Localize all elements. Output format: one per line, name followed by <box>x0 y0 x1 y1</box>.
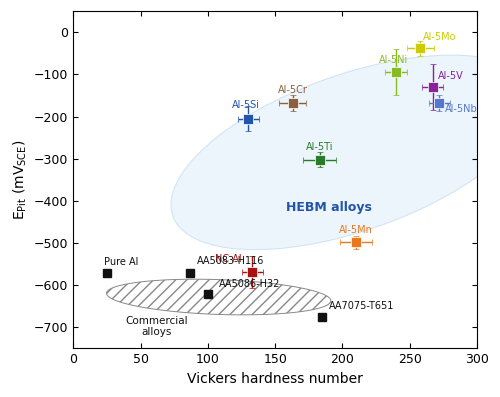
Text: Al-5Ti: Al-5Ti <box>306 142 334 152</box>
Text: HEBM alloys: HEBM alloys <box>286 201 372 214</box>
Y-axis label: E$_\mathregular{Pit}$ (mV$_\mathregular{SCE}$): E$_\mathregular{Pit}$ (mV$_\mathregular{… <box>11 140 28 220</box>
Text: Al-5V: Al-5V <box>438 71 464 81</box>
Ellipse shape <box>171 55 500 250</box>
Text: Al-5Nb: Al-5Nb <box>444 104 478 114</box>
Text: AA7075-T651: AA7075-T651 <box>329 301 394 310</box>
Text: Al-5Si: Al-5Si <box>232 100 260 110</box>
Text: NC Al: NC Al <box>215 254 242 264</box>
Text: Al-5Ni: Al-5Ni <box>379 55 408 65</box>
Text: AA5083-H116: AA5083-H116 <box>197 256 264 266</box>
Text: Al-5Cr: Al-5Cr <box>278 85 308 95</box>
Text: Commercial
alloys: Commercial alloys <box>126 316 188 337</box>
Text: AA5086-H32: AA5086-H32 <box>218 279 280 289</box>
Text: Al-5Mn: Al-5Mn <box>339 225 373 235</box>
X-axis label: Vickers hardness number: Vickers hardness number <box>188 372 363 386</box>
Polygon shape <box>106 279 331 315</box>
Text: Al-5Mo: Al-5Mo <box>423 32 456 42</box>
Text: Pure Al: Pure Al <box>104 257 138 267</box>
